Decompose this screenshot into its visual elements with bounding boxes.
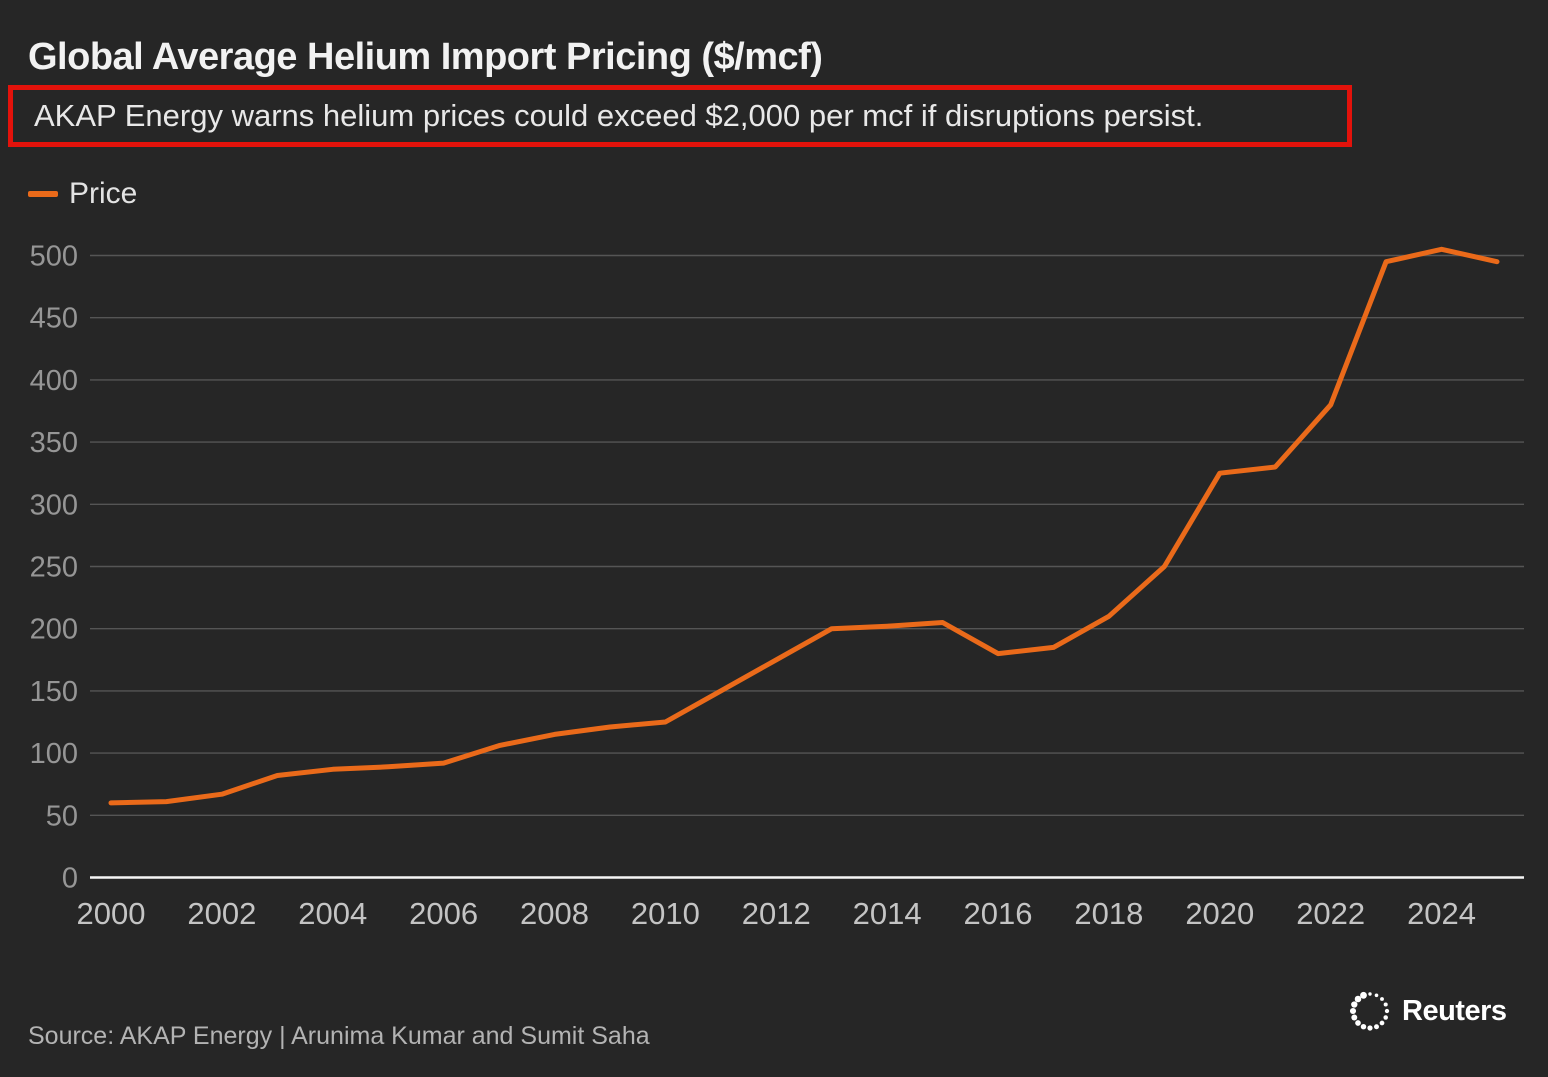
source-attribution: Source: AKAP Energy | Arunima Kumar and … — [28, 1022, 650, 1050]
logo-dot — [1351, 1014, 1358, 1021]
x-tick-label: 2014 — [853, 896, 922, 931]
legend-price-label: Price — [69, 177, 138, 210]
reuters-wordmark: Reuters — [1402, 994, 1507, 1027]
page-title: Global Average Helium Import Pricing ($/… — [28, 36, 823, 78]
logo-dot — [1380, 997, 1384, 1001]
y-tick-label: 400 — [30, 365, 78, 397]
y-tick-label: 200 — [30, 614, 78, 646]
y-tick-label: 300 — [30, 489, 78, 521]
y-tick-label: 100 — [30, 738, 78, 770]
logo-dot — [1383, 1002, 1388, 1007]
y-tick-label: 500 — [30, 241, 78, 273]
x-tick-label: 2002 — [187, 896, 256, 931]
x-tick-label: 2018 — [1074, 896, 1143, 931]
logo-dot — [1349, 1007, 1357, 1015]
y-tick-label: 150 — [30, 676, 78, 708]
x-tick-label: 2006 — [409, 896, 478, 931]
logo-dot — [1374, 993, 1379, 998]
logo-dot — [1351, 1001, 1358, 1008]
price-line — [108, 246, 1500, 806]
logo-dot — [1368, 992, 1372, 996]
legend-price-line-swatch — [28, 191, 58, 197]
y-tick-label: 0 — [62, 863, 78, 895]
chart-subtitle: AKAP Energy warns helium prices could ex… — [34, 98, 1204, 133]
y-tick-label: 450 — [30, 303, 78, 335]
reuters-logo: Reuters — [1347, 988, 1507, 1034]
x-tick-label: 2024 — [1407, 896, 1476, 931]
y-tick-label: 50 — [46, 800, 78, 832]
x-tick-label: 2012 — [742, 896, 811, 931]
logo-dot — [1383, 1015, 1388, 1020]
x-tick-label: 2008 — [520, 896, 589, 931]
x-tick-label: 2000 — [77, 896, 146, 931]
logo-dot — [1360, 991, 1367, 999]
y-tick-label: 250 — [30, 552, 78, 584]
subtitle-highlight-box: AKAP Energy warns helium prices could ex… — [8, 85, 1352, 147]
x-tick-label: 2022 — [1296, 896, 1365, 931]
logo-dot — [1384, 1008, 1390, 1014]
logo-dot — [1360, 1023, 1367, 1030]
legend: Price — [28, 177, 137, 211]
logo-dot — [1354, 995, 1362, 1003]
reuters-dotted-circle-icon — [1349, 991, 1390, 1031]
x-tick-label: 2020 — [1185, 896, 1254, 931]
y-tick-label: 350 — [30, 427, 78, 459]
x-tick-label: 2010 — [631, 896, 700, 931]
x-tick-label: 2004 — [298, 896, 367, 931]
logo-dot — [1355, 1020, 1361, 1026]
logo-dot — [1379, 1020, 1385, 1026]
logo-dot — [1367, 1025, 1373, 1031]
logo-dot — [1374, 1024, 1379, 1030]
x-tick-label: 2016 — [964, 896, 1033, 931]
